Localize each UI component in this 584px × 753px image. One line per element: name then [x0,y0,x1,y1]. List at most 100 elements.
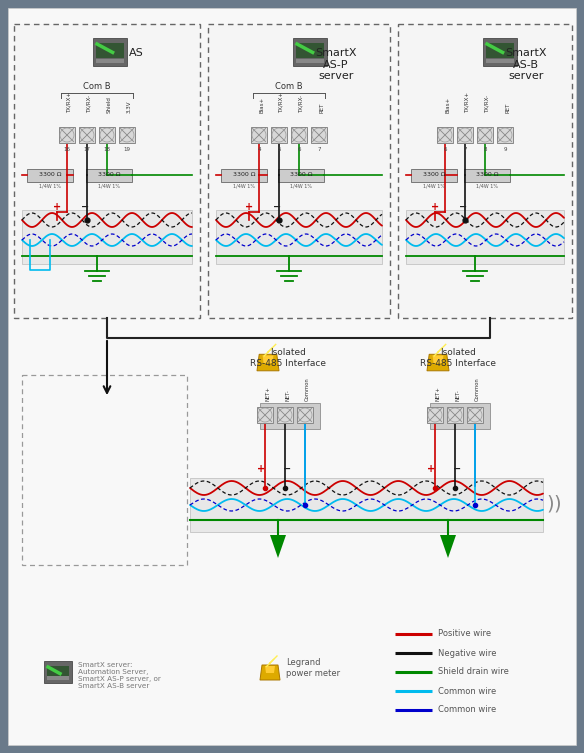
Text: Positive wire: Positive wire [438,630,491,639]
Text: Isolated
RS-485 Interface: Isolated RS-485 Interface [420,349,496,367]
Text: Com B: Com B [83,82,111,91]
Bar [296,43,324,59]
Text: 1/4W 1%: 1/4W 1% [233,184,255,188]
Bar [14,24,200,318]
Bar [486,43,514,59]
Text: 6: 6 [297,147,301,152]
Bar [406,210,564,264]
Text: 16: 16 [64,147,71,152]
Bar [278,169,324,181]
Text: AS: AS [128,48,144,58]
Text: −: − [273,202,281,212]
Text: Negative wire: Negative wire [438,648,496,657]
Text: +: + [245,202,253,212]
Text: 17: 17 [84,147,91,152]
Bar [119,127,135,143]
Text: TX/RX-: TX/RX- [299,95,304,113]
Text: −: − [283,464,291,474]
Text: TX/RX+: TX/RX+ [67,92,72,113]
Bar [398,24,572,318]
Text: 3300 Ω: 3300 Ω [39,172,61,177]
Bar [430,403,490,429]
Bar [93,38,127,66]
Bar [27,169,73,181]
Text: 1/4W 1%: 1/4W 1% [290,184,312,188]
Text: 1/4W 1%: 1/4W 1% [476,184,498,188]
Bar [96,59,124,63]
Bar [464,169,510,181]
Polygon shape [262,355,273,363]
Bar [22,210,192,264]
Bar [208,24,390,318]
Bar [86,169,132,181]
Text: Legrand
power meter: Legrand power meter [286,658,340,678]
Bar [398,24,572,318]
Polygon shape [440,535,456,558]
Text: 8: 8 [483,147,486,152]
Polygon shape [427,355,449,370]
Text: Common: Common [475,377,480,401]
Bar [190,478,543,532]
Text: Bias+: Bias+ [445,96,450,113]
Bar [257,407,273,423]
Bar [22,375,187,565]
Text: Shield drain wire: Shield drain wire [438,667,509,676]
Text: 3.3V: 3.3V [127,100,132,113]
Text: 9: 9 [503,147,507,152]
Text: 1/4W 1%: 1/4W 1% [39,184,61,188]
Bar [216,210,382,264]
Text: 3300 Ω: 3300 Ω [290,172,312,177]
Bar [427,407,443,423]
Bar [79,127,95,143]
Text: NET+: NET+ [435,386,440,401]
Bar [47,666,69,678]
Bar [271,127,287,143]
Text: TX/RX+: TX/RX+ [279,92,284,113]
Polygon shape [260,665,280,680]
Text: Common: Common [305,377,310,401]
Text: 1/4W 1%: 1/4W 1% [423,184,445,188]
Text: Shield: Shield [107,96,112,113]
Text: +: + [257,464,265,474]
Bar [260,403,320,429]
Text: TX/RX-: TX/RX- [87,95,92,113]
Bar [277,407,293,423]
Text: Com B: Com B [275,82,303,91]
Text: ): ) [546,495,554,514]
Text: 5: 5 [277,147,281,152]
Polygon shape [265,666,275,673]
Text: 3300 Ω: 3300 Ω [98,172,120,177]
Bar [293,38,327,66]
Text: TX/RX-: TX/RX- [485,95,490,113]
Text: SmartX server:
Automation Server,
SmartX AS-P server, or
SmartX AS-B server: SmartX server: Automation Server, SmartX… [78,662,161,689]
Bar [437,127,453,143]
Bar [291,127,307,143]
Bar [411,169,457,181]
Bar [486,59,514,63]
Text: NET-: NET- [455,389,460,401]
Text: Common wire: Common wire [438,687,496,696]
Bar [477,127,493,143]
Text: 3300 Ω: 3300 Ω [423,172,445,177]
Text: 6: 6 [443,147,447,152]
Bar [467,407,483,423]
Text: NET-: NET- [285,389,290,401]
Bar [483,38,517,66]
Text: 7: 7 [317,147,321,152]
Text: −: − [453,464,461,474]
Text: SmartX
AS-B
server: SmartX AS-B server [505,48,547,81]
Bar [297,407,313,423]
Text: Bias+: Bias+ [259,96,264,113]
Bar [447,407,463,423]
Text: 3300 Ω: 3300 Ω [233,172,255,177]
Bar [497,127,513,143]
Text: SmartX
AS-P
server: SmartX AS-P server [315,48,357,81]
Bar [99,127,115,143]
Text: ): ) [553,495,561,514]
Text: +: + [431,202,439,212]
Polygon shape [433,355,443,363]
Text: 7: 7 [463,147,467,152]
Text: Common wire: Common wire [438,706,496,715]
Text: +: + [427,464,435,474]
Text: 3300 Ω: 3300 Ω [476,172,498,177]
